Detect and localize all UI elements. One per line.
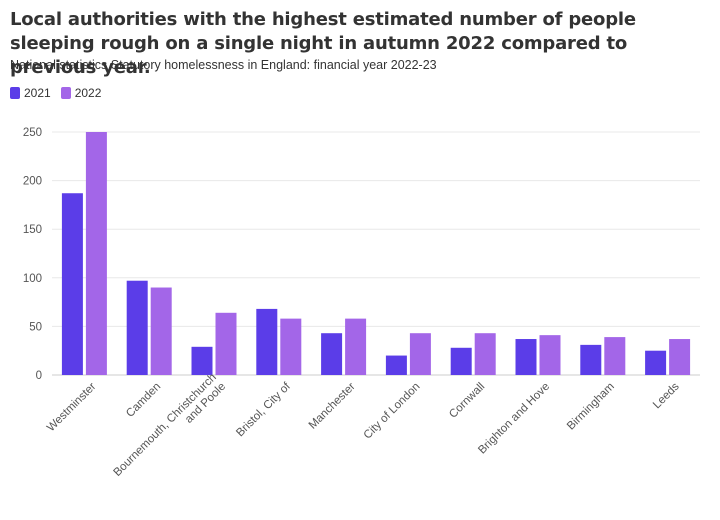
y-tick-label-150: 150 (23, 224, 42, 236)
bar-2022-9 (669, 339, 691, 375)
bar-2022-0 (85, 132, 107, 375)
bar-2022-6 (474, 333, 496, 375)
legend-item-2021: 2021 (10, 86, 51, 100)
x-tick-label-1: Camden (124, 381, 163, 420)
bar-2022-7 (539, 335, 561, 375)
legend-label-2021: 2021 (24, 86, 51, 100)
y-tick-label-200: 200 (23, 176, 42, 188)
bar-2022-4 (345, 318, 367, 375)
bar-2021-1 (126, 280, 148, 375)
x-tick-label-line: Bournemouth, Christchurch (111, 371, 218, 478)
x-tick-label-5: City of London (362, 381, 423, 442)
bar-2022-1 (150, 287, 172, 375)
chart-subtitle: National statistics Statutory homelessne… (10, 58, 437, 72)
bar-2021-9 (645, 350, 667, 375)
y-tick-label-100: 100 (23, 273, 42, 285)
x-tick-label-4: Manchester (307, 381, 358, 432)
legend-item-2022: 2022 (60, 86, 102, 100)
bar-2021-3 (256, 308, 278, 375)
x-tick-label-7: Brighton and Hove (476, 381, 552, 457)
bar-2021-8 (580, 344, 602, 375)
x-tick-label-2: Bournemouth, Christchurchand Poole (111, 371, 228, 488)
x-tick-label-3: Bristol, City of (234, 380, 293, 439)
bar-2022-5 (409, 333, 431, 375)
bar-2022-3 (280, 318, 302, 375)
bar-2021-5 (385, 355, 407, 375)
bar-2021-0 (61, 193, 83, 375)
bar-2022-2 (215, 312, 237, 375)
x-tick-label-9: Leeds (651, 380, 682, 411)
bar-2021-4 (321, 333, 343, 375)
bar-2022-8 (604, 337, 626, 375)
legend-swatch-2022 (60, 87, 71, 99)
x-tick-label-8: Birmingham (565, 381, 617, 433)
x-tick-label-6: Cornwall (447, 381, 487, 421)
y-tick-label-250: 250 (23, 127, 42, 139)
y-tick-label-0: 0 (36, 370, 42, 382)
y-tick-label-50: 50 (29, 321, 42, 333)
legend-label-2022: 2022 (74, 86, 102, 100)
chart-title: Local authorities with the highest estim… (10, 9, 636, 78)
bar-2021-2 (191, 346, 213, 375)
bar-2021-6 (450, 347, 472, 375)
bar-2021-7 (515, 339, 537, 375)
legend-swatch-2021 (10, 87, 20, 99)
x-tick-label-0: Westminster (45, 381, 99, 435)
legend: 2021 2022 (10, 86, 101, 100)
